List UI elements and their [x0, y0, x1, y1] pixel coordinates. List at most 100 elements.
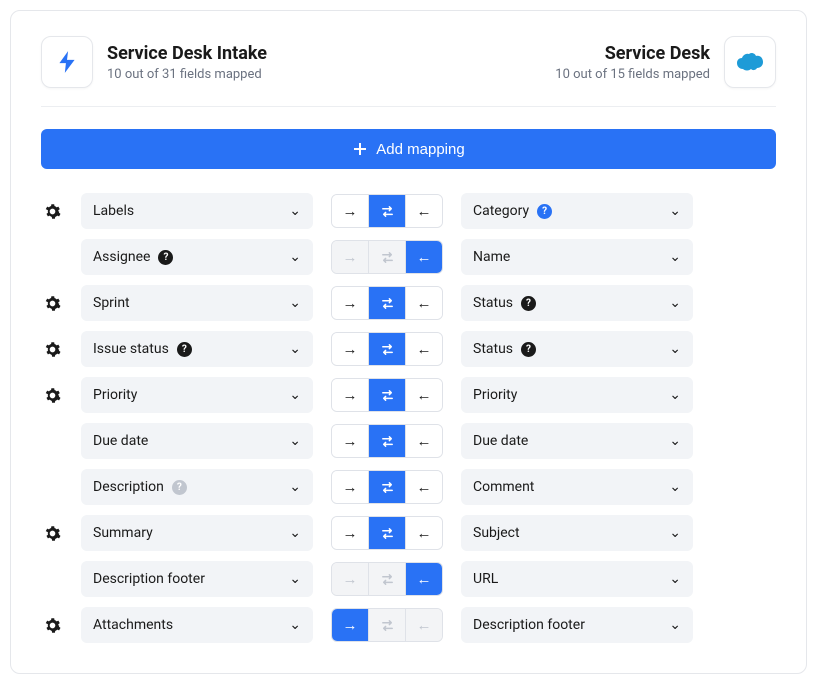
right-system-logo — [724, 36, 776, 88]
dir-to-right-button[interactable]: → — [332, 195, 369, 227]
dir-to-right-button: → — [332, 241, 369, 273]
header-right: Service Desk 10 out of 15 fields mapped — [555, 36, 776, 88]
dir-to-right-button[interactable]: → — [332, 333, 369, 365]
right-field-select[interactable]: Category?⌄ — [461, 193, 693, 229]
chevron-down-icon: ⌄ — [289, 617, 301, 633]
field-label: Labels — [93, 203, 134, 219]
dir-from-right-button[interactable]: ← — [406, 517, 442, 549]
field-label: Comment — [473, 479, 534, 495]
left-field-select[interactable]: Assignee?⌄ — [81, 239, 313, 275]
gear-slot[interactable] — [41, 341, 63, 358]
dir-both-button — [369, 563, 406, 595]
dir-to-right-button[interactable]: → — [332, 471, 369, 503]
gear-slot[interactable] — [41, 295, 63, 312]
direction-toggle: →← — [331, 194, 443, 228]
right-field-select[interactable]: Comment⌄ — [461, 469, 693, 505]
right-field-select[interactable]: Priority⌄ — [461, 377, 693, 413]
gear-slot[interactable] — [41, 387, 63, 404]
right-field-select[interactable]: Subject⌄ — [461, 515, 693, 551]
dir-both-button[interactable] — [369, 517, 406, 549]
mapping-row: Attachments⌄→←Description footer⌄ — [41, 607, 776, 643]
dir-both-button[interactable] — [369, 471, 406, 503]
dir-to-right-button[interactable]: → — [332, 379, 369, 411]
left-field-select[interactable]: Priority⌄ — [81, 377, 313, 413]
gear-slot[interactable] — [41, 617, 63, 634]
left-field-select[interactable]: Description?⌄ — [81, 469, 313, 505]
dir-to-right-button[interactable]: → — [332, 287, 369, 319]
gear-icon — [44, 525, 61, 542]
add-mapping-button[interactable]: Add mapping — [41, 129, 776, 169]
right-field-select[interactable]: URL ⌄ — [461, 561, 693, 597]
chevron-down-icon: ⌄ — [669, 433, 681, 449]
arrow-right-icon: → — [343, 204, 358, 219]
field-label: Issue status — [93, 341, 169, 357]
dir-from-right-button: ← — [406, 609, 442, 641]
right-field-select[interactable]: Due date ⌄ — [461, 423, 693, 459]
dir-to-right-button[interactable]: → — [332, 517, 369, 549]
left-field-select[interactable]: Description footer⌄ — [81, 561, 313, 597]
dir-both-button — [369, 609, 406, 641]
dir-from-right-button[interactable]: ← — [406, 241, 442, 273]
right-field-select[interactable]: Status?⌄ — [461, 285, 693, 321]
dir-to-right-button[interactable]: → — [332, 609, 369, 641]
arrow-left-icon: ← — [417, 618, 432, 633]
help-icon[interactable]: ? — [521, 342, 536, 357]
left-field-select[interactable]: Sprint⌄ — [81, 285, 313, 321]
field-label: Status — [473, 341, 513, 357]
dir-from-right-button[interactable]: ← — [406, 563, 442, 595]
dir-from-right-button[interactable]: ← — [406, 471, 442, 503]
arrow-right-icon: → — [343, 296, 358, 311]
swap-icon — [380, 296, 395, 311]
chevron-down-icon: ⌄ — [669, 571, 681, 587]
dir-from-right-button[interactable]: ← — [406, 333, 442, 365]
field-label: Status — [473, 295, 513, 311]
right-system-subtitle: 10 out of 15 fields mapped — [555, 67, 710, 82]
right-field-select[interactable]: Status? ⌄ — [461, 331, 693, 367]
help-icon[interactable]: ? — [158, 250, 173, 265]
gear-slot[interactable] — [41, 525, 63, 542]
chevron-down-icon: ⌄ — [289, 387, 301, 403]
chevron-down-icon: ⌄ — [289, 203, 301, 219]
arrow-left-icon: ← — [417, 434, 432, 449]
mapping-row: Description footer⌄→←URL⌄ — [41, 561, 776, 597]
right-field-select[interactable]: Name⌄ — [461, 239, 693, 275]
field-label: Sprint — [93, 295, 130, 311]
gear-icon — [44, 203, 61, 220]
dir-from-right-button[interactable]: ← — [406, 195, 442, 227]
dir-from-right-button[interactable]: ← — [406, 425, 442, 457]
dir-both-button[interactable] — [369, 333, 406, 365]
left-system-title: Service Desk Intake — [107, 42, 267, 65]
dir-to-right-button[interactable]: → — [332, 425, 369, 457]
left-field-select[interactable]: Due date⌄ — [81, 423, 313, 459]
left-field-select[interactable]: Attachments⌄ — [81, 607, 313, 643]
field-label: Due date — [473, 433, 528, 449]
chevron-down-icon: ⌄ — [289, 525, 301, 541]
left-system-logo — [41, 36, 93, 88]
chevron-down-icon: ⌄ — [289, 249, 301, 265]
help-icon[interactable]: ? — [521, 296, 536, 311]
arrow-left-icon: ← — [417, 342, 432, 357]
help-icon[interactable]: ? — [537, 204, 552, 219]
dir-both-button[interactable] — [369, 379, 406, 411]
help-icon[interactable]: ? — [177, 342, 192, 357]
dir-both-button[interactable] — [369, 287, 406, 319]
left-field-select[interactable]: Issue status?⌄ — [81, 331, 313, 367]
field-label: Summary — [93, 525, 153, 541]
arrow-right-icon: → — [343, 618, 358, 633]
gear-slot[interactable] — [41, 203, 63, 220]
dir-from-right-button[interactable]: ← — [406, 287, 442, 319]
help-icon[interactable]: ? — [172, 480, 187, 495]
mapping-row: Due date⌄→←Due date⌄ — [41, 423, 776, 459]
field-label: Description footer — [473, 617, 585, 633]
chevron-down-icon: ⌄ — [289, 571, 301, 587]
dir-both-button[interactable] — [369, 425, 406, 457]
left-field-select[interactable]: Summary ⌄ — [81, 515, 313, 551]
dir-from-right-button[interactable]: ← — [406, 379, 442, 411]
arrow-right-icon: → — [343, 480, 358, 495]
left-field-select[interactable]: Labels ⌄ — [81, 193, 313, 229]
right-field-select[interactable]: Description footer⌄ — [461, 607, 693, 643]
field-label: URL — [473, 571, 498, 587]
chevron-down-icon: ⌄ — [669, 341, 681, 357]
dir-both-button[interactable] — [369, 195, 406, 227]
field-label: Due date — [93, 433, 148, 449]
